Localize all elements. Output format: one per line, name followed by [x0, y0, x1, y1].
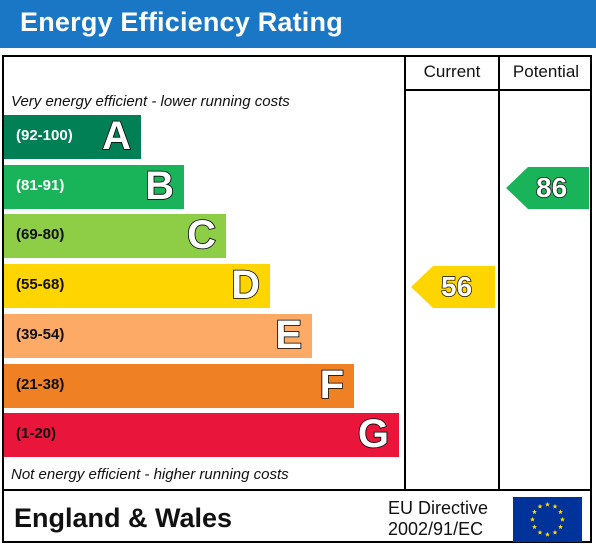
eu-star-icon	[545, 501, 550, 507]
band-range-label: (55-68)	[16, 276, 65, 294]
band-range-label: (69-80)	[16, 226, 65, 244]
band-letter: C	[186, 213, 216, 259]
band-letter: B	[144, 163, 174, 209]
band-range-label: (81-91)	[16, 176, 65, 194]
potential-column-divider	[498, 55, 500, 491]
top-note: Very energy efficient - lower running co…	[11, 93, 290, 110]
chart-frame	[2, 55, 592, 543]
band-range-label: (39-54)	[16, 325, 65, 343]
current-rating-value: 56	[440, 270, 473, 303]
eu-star-icon	[558, 524, 563, 530]
band-a: (92-100) A	[4, 113, 141, 159]
band-c: (69-80) C	[4, 213, 226, 259]
band-range-label: (21-38)	[16, 375, 65, 393]
band-letter: D	[230, 262, 260, 308]
band-letter: E	[275, 312, 303, 358]
band-f: (21-38) F	[4, 362, 354, 408]
footer-region: England & Wales	[14, 503, 233, 533]
eu-star-icon	[532, 524, 537, 530]
eu-directive-line2: 2002/91/EC	[388, 519, 484, 539]
band-range-label: (1-20)	[16, 425, 57, 443]
eu-star-icon	[537, 529, 543, 535]
header-divider	[404, 89, 592, 91]
eu-star-icon	[545, 531, 550, 537]
band-letter: A	[101, 113, 131, 159]
current-column-divider	[404, 55, 406, 491]
current-arrow-shape	[411, 266, 495, 309]
band-g: (1-20) G	[4, 411, 399, 458]
band-letter: G	[357, 411, 390, 457]
chart-title: Energy Efficiency Rating	[20, 7, 343, 37]
eu-star-icon	[560, 516, 565, 522]
eu-star-icon	[532, 509, 537, 515]
eu-directive-line1: EU Directive	[388, 498, 489, 518]
eu-flag-icon	[513, 497, 582, 542]
band-e: (39-54) E	[4, 312, 312, 358]
potential-rating-value: 86	[535, 171, 568, 203]
eu-star-icon	[530, 516, 535, 522]
eu-star-icon	[537, 503, 543, 509]
bottom-note: Not energy efficient - higher running co…	[11, 466, 289, 483]
footer-divider	[2, 489, 592, 491]
band-range-label: (92-100)	[16, 127, 73, 144]
eu-star-icon	[552, 529, 558, 535]
potential-arrow-shape	[506, 166, 589, 209]
eu-directive: EU Directive 2002/91/EC	[388, 498, 488, 540]
eu-star-icon	[552, 503, 558, 509]
current-rating-arrow: 56	[411, 266, 495, 309]
current-column-header: Current	[423, 62, 481, 81]
band-b: (81-91) B	[4, 163, 184, 209]
eu-star-icon	[558, 509, 563, 515]
band-d: (55-68) D	[4, 262, 270, 309]
potential-rating-arrow: 86	[506, 166, 589, 209]
title-bar: Energy Efficiency Rating	[0, 0, 596, 48]
band-letter: F	[319, 362, 345, 408]
potential-column-header: Potential	[512, 62, 580, 81]
